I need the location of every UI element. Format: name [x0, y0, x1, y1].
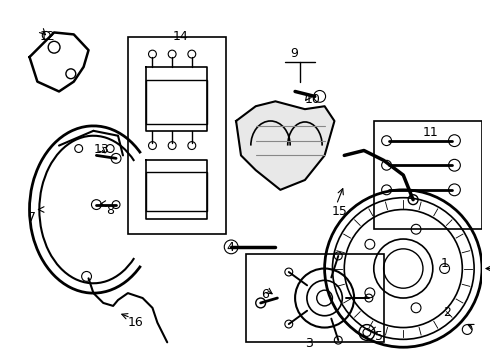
Bar [146, 172, 207, 211]
Text: 2: 2 [442, 306, 450, 319]
Bar [246, 254, 384, 342]
Text: 3: 3 [305, 337, 313, 350]
Bar [128, 37, 226, 234]
Text: 6: 6 [261, 288, 269, 301]
Text: 14: 14 [173, 31, 189, 44]
Text: 5: 5 [375, 329, 383, 342]
Text: 1: 1 [441, 257, 448, 270]
Text: 4: 4 [226, 241, 234, 254]
Text: 15: 15 [332, 204, 347, 217]
Text: 8: 8 [106, 204, 114, 217]
Text: 7: 7 [27, 211, 36, 225]
Bar [374, 121, 482, 229]
Text: 16: 16 [128, 316, 144, 329]
Text: 11: 11 [423, 126, 439, 139]
Bar [146, 80, 207, 124]
Text: 13: 13 [94, 143, 109, 156]
Text: 9: 9 [290, 47, 298, 60]
Text: 10: 10 [305, 94, 321, 107]
Polygon shape [236, 101, 335, 190]
Text: 12: 12 [39, 31, 55, 44]
